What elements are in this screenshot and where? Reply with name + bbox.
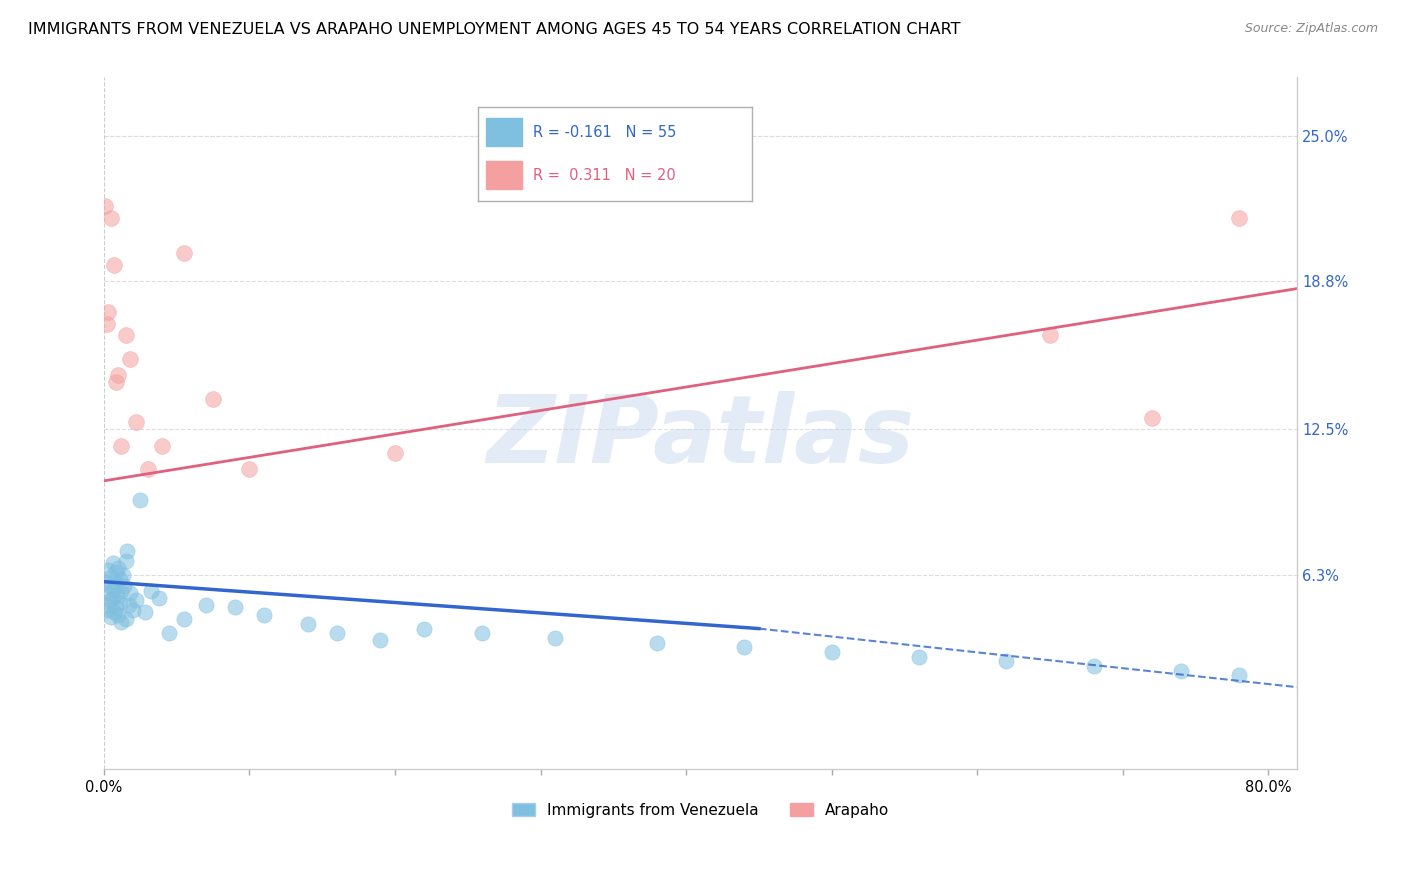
Point — [253, 607, 276, 622]
Point — [107, 368, 129, 383]
Point — [125, 593, 148, 607]
Point — [173, 612, 195, 626]
Point — [110, 439, 132, 453]
Point — [100, 570, 122, 584]
Point — [110, 584, 132, 599]
Point — [100, 211, 122, 226]
Point — [1227, 211, 1250, 226]
Point — [238, 462, 260, 476]
Point — [1039, 328, 1062, 343]
Point — [995, 655, 1018, 669]
Text: R = -0.161   N = 55: R = -0.161 N = 55 — [533, 125, 676, 140]
Point — [134, 605, 156, 619]
Point — [125, 415, 148, 429]
Point — [413, 622, 436, 636]
Point — [101, 591, 124, 606]
Bar — [486, 119, 522, 146]
Point — [108, 596, 131, 610]
Point — [139, 584, 162, 599]
Point — [107, 560, 129, 574]
Point — [97, 603, 120, 617]
Point — [108, 572, 131, 586]
Point — [326, 626, 349, 640]
Legend: Immigrants from Venezuela, Arapaho: Immigrants from Venezuela, Arapaho — [506, 797, 896, 824]
Text: R =  0.311   N = 20: R = 0.311 N = 20 — [533, 168, 676, 183]
Point — [104, 376, 127, 390]
Point — [103, 258, 125, 272]
Point — [821, 645, 844, 659]
Point — [97, 563, 120, 577]
Point — [96, 598, 118, 612]
Point — [370, 633, 392, 648]
Point — [544, 631, 567, 645]
Point — [110, 615, 132, 629]
Point — [120, 586, 142, 600]
Point — [120, 351, 142, 366]
Point — [202, 392, 225, 406]
Point — [107, 607, 129, 622]
Point — [1170, 664, 1192, 678]
Point — [173, 246, 195, 260]
Point — [104, 566, 127, 580]
Point — [1140, 410, 1163, 425]
Point — [471, 626, 494, 640]
Point — [1227, 668, 1250, 682]
Point — [136, 462, 159, 476]
Point — [111, 567, 134, 582]
Point — [384, 445, 406, 459]
Point — [159, 626, 181, 640]
Point — [101, 556, 124, 570]
Point — [105, 589, 128, 603]
Point — [105, 577, 128, 591]
Text: Source: ZipAtlas.com: Source: ZipAtlas.com — [1244, 22, 1378, 36]
Point — [103, 605, 125, 619]
Point — [150, 439, 173, 453]
Point — [148, 591, 170, 606]
Point — [115, 544, 138, 558]
Point — [114, 553, 136, 567]
Point — [96, 317, 118, 331]
Point — [908, 649, 931, 664]
Point — [122, 603, 145, 617]
Point — [100, 610, 122, 624]
Point — [112, 579, 135, 593]
Point — [104, 600, 127, 615]
Point — [194, 598, 217, 612]
Point — [114, 612, 136, 626]
Point — [98, 579, 121, 593]
Point — [645, 635, 668, 649]
Point — [98, 593, 121, 607]
Point — [103, 582, 125, 596]
Point — [97, 305, 120, 319]
Point — [224, 600, 246, 615]
Point — [114, 328, 136, 343]
Point — [94, 574, 117, 589]
Point — [297, 616, 319, 631]
Point — [1083, 659, 1105, 673]
Bar — [486, 161, 522, 189]
Point — [94, 199, 117, 213]
Point — [129, 492, 152, 507]
Point — [118, 598, 141, 612]
Point — [96, 586, 118, 600]
Point — [733, 640, 755, 655]
Text: IMMIGRANTS FROM VENEZUELA VS ARAPAHO UNEMPLOYMENT AMONG AGES 45 TO 54 YEARS CORR: IMMIGRANTS FROM VENEZUELA VS ARAPAHO UNE… — [28, 22, 960, 37]
Text: ZIPatlas: ZIPatlas — [486, 392, 915, 483]
